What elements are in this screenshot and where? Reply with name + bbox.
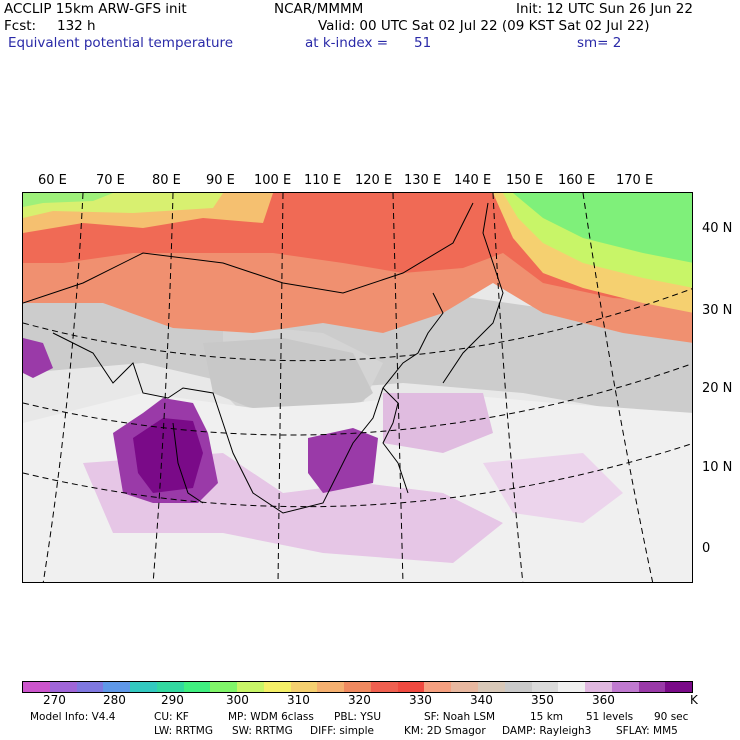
- colorbar-unit: K: [690, 693, 698, 707]
- lon-label: 90 E: [206, 173, 235, 188]
- lat-label: 30 N: [702, 303, 733, 318]
- model-info: PBL: YSU: [334, 711, 382, 723]
- lon-label: 120 E: [355, 173, 393, 188]
- colorbar-swatch: [237, 682, 264, 692]
- lat-label: 20 N: [702, 381, 733, 396]
- lon-label: 60 E: [38, 173, 67, 188]
- colorbar-tick: 330: [409, 693, 432, 707]
- colorbar-swatch: [504, 682, 532, 692]
- model-info: 90 sec: [654, 711, 689, 723]
- colorbar-swatch: [611, 682, 639, 692]
- colorbar-tick: 360: [592, 693, 615, 707]
- colorbar-tick: 340: [470, 693, 493, 707]
- colorbar-tick: 320: [348, 693, 371, 707]
- colorbar-swatch: [49, 682, 77, 692]
- colorbar-tick: 350: [531, 693, 554, 707]
- colorbar-swatch: [397, 682, 425, 692]
- model-info: KM: 2D Smagor: [404, 725, 486, 737]
- colorbar-swatch: [424, 682, 452, 692]
- lon-label: 160 E: [558, 173, 596, 188]
- colorbar-swatch: [370, 682, 398, 692]
- theta-e-map: [22, 192, 693, 583]
- colorbar-swatch: [558, 682, 586, 692]
- lon-label: 110 E: [304, 173, 342, 188]
- lon-label: 170 E: [616, 173, 654, 188]
- lat-label: 40 N: [702, 221, 733, 236]
- colorbar-tick: 270: [43, 693, 66, 707]
- colorbar-swatch: [23, 682, 50, 692]
- org-label: NCAR/MMMM: [274, 1, 364, 17]
- colorbar-tick: 290: [161, 693, 184, 707]
- model-info: SF: Noah LSM: [424, 711, 496, 723]
- lon-label: 140 E: [454, 173, 492, 188]
- colorbar-swatch: [290, 682, 318, 692]
- smoothing-label: sm= 2: [577, 35, 622, 51]
- colorbar-swatch: [183, 682, 211, 692]
- colorbar-swatch: [76, 682, 104, 692]
- model-info: CU: KF: [154, 711, 189, 723]
- colorbar: [22, 681, 693, 693]
- colorbar-swatch: [478, 682, 505, 692]
- model-info: 15 km: [530, 711, 564, 723]
- level-label: at k-index =: [305, 35, 389, 51]
- model-info: 51 levels: [586, 711, 634, 723]
- colorbar-swatch: [317, 682, 345, 692]
- model-info: Model Info: V4.4: [30, 711, 116, 723]
- model-info: DAMP: Rayleigh3: [502, 725, 592, 737]
- colorbar-tick: 310: [287, 693, 310, 707]
- colorbar-swatch: [210, 682, 238, 692]
- lon-label: 100 E: [254, 173, 292, 188]
- level-value: 51: [414, 35, 432, 51]
- fcst-value: 132 h: [57, 18, 96, 34]
- colorbar-tick: 300: [226, 693, 249, 707]
- model-info: SFLAY: MM5: [616, 725, 678, 737]
- lon-label: 70 E: [96, 173, 125, 188]
- lat-label: 10 N: [702, 460, 733, 475]
- colorbar-swatch: [638, 682, 666, 692]
- lon-label: 130 E: [404, 173, 442, 188]
- colorbar-swatch: [263, 682, 291, 692]
- colorbar-swatch: [451, 682, 479, 692]
- model-info: MP: WDM 6class: [228, 711, 314, 723]
- model-info: LW: RRTMG: [154, 725, 213, 737]
- colorbar-swatch: [156, 682, 184, 692]
- colorbar-swatch: [130, 682, 157, 692]
- colorbar-swatch: [103, 682, 131, 692]
- fcst-label: Fcst:: [4, 18, 37, 34]
- lon-label: 150 E: [506, 173, 544, 188]
- lon-label: 80 E: [152, 173, 181, 188]
- model-title: ACCLIP 15km ARW-GFS init: [4, 1, 187, 17]
- init-time: Init: 12 UTC Sun 26 Jun 22: [516, 1, 693, 17]
- model-info: DIFF: simple: [310, 725, 374, 737]
- colorbar-swatch: [585, 682, 612, 692]
- colorbar-tick: 280: [103, 693, 126, 707]
- lat-label: 0: [702, 541, 711, 556]
- field-name: Equivalent potential temperature: [8, 35, 234, 51]
- model-info: SW: RRTMG: [232, 725, 293, 737]
- valid-time: Valid: 00 UTC Sat 02 Jul 22 (09 KST Sat …: [318, 18, 650, 34]
- colorbar-swatch: [344, 682, 371, 692]
- colorbar-swatch: [665, 682, 693, 692]
- colorbar-swatch: [531, 682, 559, 692]
